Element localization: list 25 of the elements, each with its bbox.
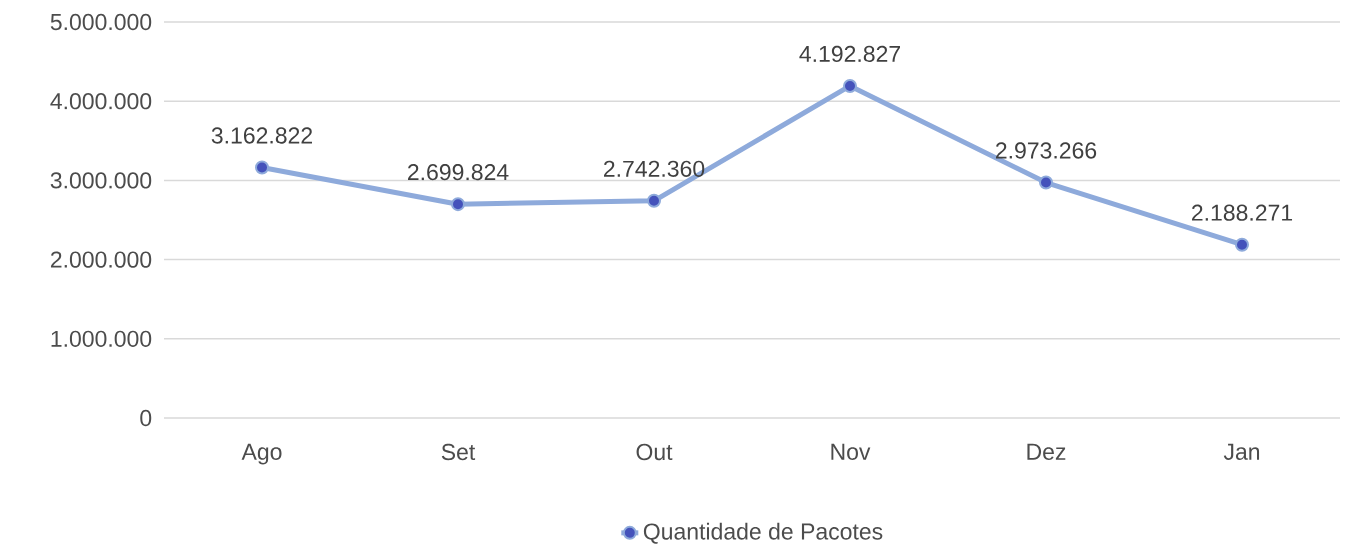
point (255, 160, 269, 175)
data-label: 3.162.822 (211, 127, 312, 144)
y-tick-label: 1.000.000 (51, 330, 152, 347)
x-tick-label: Ago (241, 443, 282, 465)
x-tick-label: Set (441, 443, 476, 461)
point (1235, 237, 1249, 252)
data-label: 2.742.360 (604, 160, 705, 177)
data-label: 2.973.266 (995, 142, 1097, 159)
x-tick-label: Dez (1027, 443, 1066, 460)
point (647, 193, 661, 208)
y-tick-label: 2.000.000 (50, 251, 152, 268)
x-tick-label: Nov (831, 443, 871, 460)
x-tick-label: Out (636, 443, 673, 461)
y-tick-label: 5.000.000 (50, 13, 152, 31)
data-label: 4.192.827 (799, 45, 900, 63)
y-tick-label: 4.000.000 (50, 93, 152, 110)
data-label: 2.188.271 (1191, 204, 1293, 221)
point (451, 197, 465, 212)
y-tick-label: 0 (140, 409, 152, 427)
y-tick-label: 3.000.000 (50, 172, 152, 189)
point (843, 78, 857, 93)
point (1039, 175, 1053, 190)
x-tick-label: Jan (1223, 443, 1260, 460)
data-label: 2.699.824 (408, 164, 509, 181)
legend-label: Quantidade de Pacotes (643, 522, 883, 544)
